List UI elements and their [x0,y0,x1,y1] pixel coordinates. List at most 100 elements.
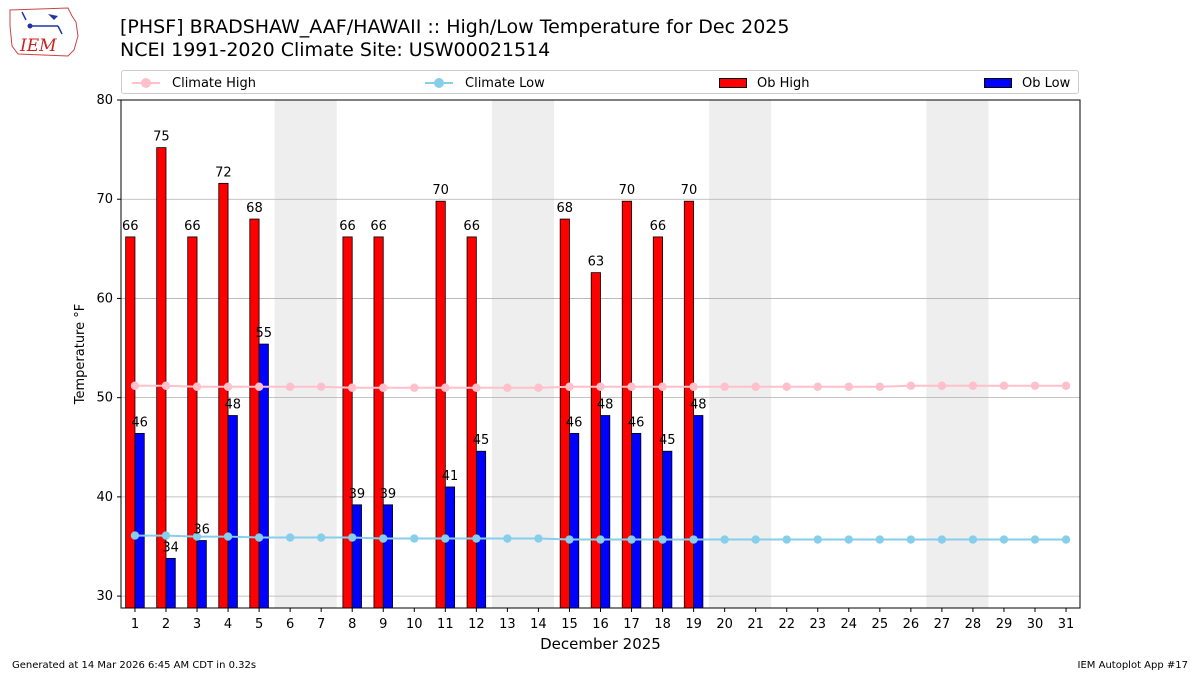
weekend-shade [709,100,772,608]
ob-high-bar [373,236,384,609]
ob-low-value-label: 39 [380,487,397,502]
climate-low-point [192,532,202,541]
climate-high-point [565,382,574,391]
x-tick-label: 7 [317,617,325,632]
y-tick-label: 60 [96,291,113,306]
legend: Climate High Climate Low Ob High Ob Low [121,70,1079,94]
x-tick-label: 3 [193,617,201,632]
climate-low-point [658,535,667,544]
climate-low-point [285,533,295,542]
climate-high-point [348,383,357,392]
legend-climate-low-marker [425,76,453,90]
ob-high-value-label: 70 [681,183,698,198]
climate-low-point [410,534,419,543]
ob-high-bar [621,200,632,609]
x-tick-label: 29 [996,617,1013,632]
climate-high-point [254,382,264,391]
x-tick-label: 11 [437,617,454,632]
climate-high-point [130,381,140,390]
legend-climate-low: Climate Low [425,74,545,92]
climate-high-point [782,382,791,391]
x-tick-label: 20 [716,617,733,632]
ob-high-value-label: 68 [557,201,574,216]
footer-generated: Generated at 14 Mar 2026 6:45 AM CDT in … [12,660,257,671]
climate-high-point [720,382,729,391]
ob-low-bar [444,486,456,609]
ob-low-value-label: 46 [628,415,645,430]
climate-high-point [937,381,947,390]
climate-low-point [596,535,605,544]
legend-ob-high-swatch [719,78,747,88]
climate-high-point [379,383,388,392]
chart-title: [PHSF] BRADSHAW_AAF/HAWAII :: High/Low T… [120,16,790,38]
climate-high-point [844,382,853,391]
y-tick-label: 40 [96,490,113,505]
ob-low-bar [134,432,145,609]
ob-high-value-label: 68 [246,201,263,216]
y-tick-label: 50 [96,391,113,406]
chart-subtitle: NCEI 1991-2020 Climate Site: USW00021514 [120,39,551,61]
x-tick-label: 24 [841,617,858,632]
ob-high-bar [435,200,446,609]
logo-text: IEM [19,36,57,56]
climate-low-point [472,534,481,543]
climate-low-point [627,535,636,544]
ob-high-bar [652,236,663,609]
legend-ob-low: Ob Low [984,74,1070,92]
x-tick-label: 5 [255,617,263,632]
weekend-shade [491,100,554,608]
legend-climate-high-marker [132,76,160,90]
climate-low-point [689,535,698,544]
ob-high-value-label: 66 [339,219,356,234]
climate-low-point [1030,535,1040,544]
x-tick-label: 25 [872,617,889,632]
climate-high-point [906,381,916,390]
climate-high-point [689,382,698,391]
x-tick-label: 4 [224,617,232,632]
ob-low-value-label: 55 [255,326,272,341]
ob-high-bar [590,272,601,609]
ob-low-value-label: 45 [473,433,490,448]
x-tick-label: 23 [809,617,826,632]
climate-low-point [534,534,543,543]
ob-low-bar [382,504,393,609]
x-tick-label: 18 [654,617,671,632]
x-tick-label: 16 [592,617,609,632]
climate-high-point [161,381,171,390]
climate-high-point [441,383,450,392]
ob-high-value-label: 66 [184,219,201,234]
climate-high-point [658,382,667,391]
climate-high-point [223,382,233,391]
x-tick-label: 2 [162,617,170,632]
ob-high-value-label: 63 [588,255,605,270]
legend-ob-high: Ob High [719,74,810,92]
climate-low-point [813,535,822,544]
climate-high-point [1030,381,1040,390]
x-tick-label: 6 [286,617,294,632]
weekend-shade [926,100,989,608]
ob-high-value-label: 66 [463,219,480,234]
ob-high-bar [466,236,477,609]
climate-high-point [751,382,760,391]
climate-low-point [223,532,233,541]
ob-low-value-label: 48 [690,398,707,413]
x-tick-label: 13 [499,617,516,632]
climate-low-point [937,535,947,544]
x-tick-label: 9 [379,617,387,632]
climate-low-point [844,535,853,544]
footer-app: IEM Autoplot App #17 [1077,660,1188,671]
climate-low-point [316,533,326,542]
ob-low-value-label: 34 [162,540,179,555]
ob-low-bar [631,432,642,609]
ob-low-bar [475,450,487,609]
climate-high-point [316,382,326,391]
ob-low-bar [351,504,362,609]
climate-low-point [130,531,140,540]
climate-low-point [751,535,760,544]
climate-high-point [472,383,481,392]
x-tick-label: 31 [1058,617,1075,632]
x-tick-label: 19 [685,617,702,632]
ob-low-bar [227,415,238,609]
climate-low-point [565,535,574,544]
climate-low-point [782,535,791,544]
